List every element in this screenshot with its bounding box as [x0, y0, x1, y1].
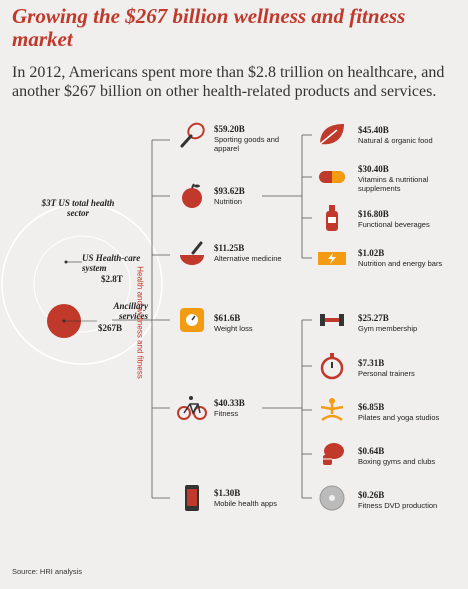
page-title: Growing the $267 billion wellness and fi…	[12, 4, 406, 51]
sub-label: Personal trainers	[358, 369, 415, 378]
category-label: Fitness	[214, 409, 239, 418]
category-value: $40.33B	[214, 398, 245, 408]
us-healthcare-value: $2.8T	[101, 274, 123, 284]
sub-value: $45.40B	[358, 125, 389, 135]
source-note: Source: HRI analysis	[12, 567, 83, 576]
boxing-glove-icon	[317, 439, 347, 469]
energy-bar-icon	[317, 243, 347, 273]
leaf-icon	[317, 120, 347, 150]
category-value: $1.30B	[214, 488, 241, 498]
category-label: Alternative medicine	[214, 254, 282, 263]
sub-label: Pilates and yoga studios	[358, 413, 440, 422]
sub-nutrition-energy-bars: $1.02B Nutrition and energy bars	[358, 248, 463, 268]
category-alternative-medicine: $11.25B Alternative medicine	[214, 243, 294, 263]
total-sector-label: $3T US total health sector	[41, 198, 115, 218]
us-healthcare-label: US Health-care system	[82, 253, 141, 273]
sub-pilates-yoga: $6.85B Pilates and yoga studios	[358, 402, 463, 422]
sub-label: Gym membership	[358, 324, 418, 333]
stopwatch-icon	[317, 351, 347, 381]
tennis-racket-icon	[177, 121, 207, 151]
ancillary-services-label: Ancillary services	[113, 301, 148, 321]
us-pointer-dot	[64, 260, 68, 264]
sub-label: Natural & organic food	[358, 136, 433, 145]
sub-label: Boxing gyms and clubs	[358, 457, 436, 466]
sub-value: $30.40B	[358, 164, 389, 174]
category-value: $59.20B	[214, 124, 245, 134]
sub-label: Functional beverages	[358, 220, 430, 229]
category-value: $93.62B	[214, 186, 245, 196]
beverage-bottle-icon	[317, 203, 347, 233]
apple-icon	[177, 181, 207, 211]
wellness-fitness-vertical-label: Health and wellness and fitness	[135, 266, 145, 379]
yoga-icon	[317, 395, 347, 425]
sub-value: $16.80B	[358, 209, 389, 219]
scale-icon	[177, 305, 207, 335]
sub-value: $25.27B	[358, 313, 389, 323]
page-subtitle: In 2012, Americans spent more than $2.8 …	[12, 64, 445, 100]
mobile-phone-icon	[177, 483, 207, 513]
sub-label: Nutrition and energy bars	[358, 259, 443, 268]
sub-value: $1.02B	[358, 248, 385, 258]
category-ticks	[152, 139, 170, 499]
sub-functional-beverages: $16.80B Functional beverages	[358, 209, 463, 229]
sub-label: Fitness DVD production	[358, 501, 438, 510]
bicycle-icon	[177, 393, 207, 423]
category-mobile-health-apps: $1.30B Mobile health apps	[214, 488, 294, 508]
sub-value: $0.64B	[358, 446, 385, 456]
category-label: Mobile health apps	[214, 499, 277, 508]
sub-value: $6.85B	[358, 402, 385, 412]
sub-natural-organic-food: $45.40B Natural & organic food	[358, 125, 463, 145]
sub-gym-membership: $25.27B Gym membership	[358, 313, 463, 333]
sub-label: Vitamins & nutritional supplements	[358, 175, 429, 193]
us-healthcare-circle	[33, 235, 131, 333]
sub-fitness-dvd: $0.26B Fitness DVD production	[358, 490, 463, 510]
category-label: Sporting goods and apparel	[214, 135, 280, 153]
category-label: Nutrition	[214, 197, 242, 206]
total-sector-circle	[1, 203, 163, 365]
category-label: Weight loss	[214, 324, 253, 333]
ancillary-pointer-dot	[62, 319, 66, 323]
category-sporting-goods: $59.20B Sporting goods and apparel	[214, 124, 294, 153]
sub-personal-trainers: $7.31B Personal trainers	[358, 358, 463, 378]
category-weight-loss: $61.6B Weight loss	[214, 313, 294, 333]
sub-vitamins-supplements: $30.40B Vitamins & nutritional supplemen…	[358, 164, 463, 193]
category-fitness: $40.33B Fitness	[214, 398, 294, 418]
category-value: $11.25B	[214, 243, 245, 253]
sub-value: $7.31B	[358, 358, 385, 368]
sub-value: $0.26B	[358, 490, 385, 500]
category-value: $61.6B	[214, 313, 241, 323]
dumbbell-icon	[317, 305, 347, 335]
mortar-pestle-icon	[177, 240, 207, 270]
sub-boxing-gyms: $0.64B Boxing gyms and clubs	[358, 446, 463, 466]
category-nutrition: $93.62B Nutrition	[214, 186, 294, 206]
nutrition-sub-ticks	[302, 134, 312, 259]
fitness-sub-ticks	[302, 319, 312, 499]
dvd-icon	[317, 483, 347, 513]
ancillary-services-value: $267B	[98, 323, 123, 333]
pill-icon	[317, 162, 347, 192]
